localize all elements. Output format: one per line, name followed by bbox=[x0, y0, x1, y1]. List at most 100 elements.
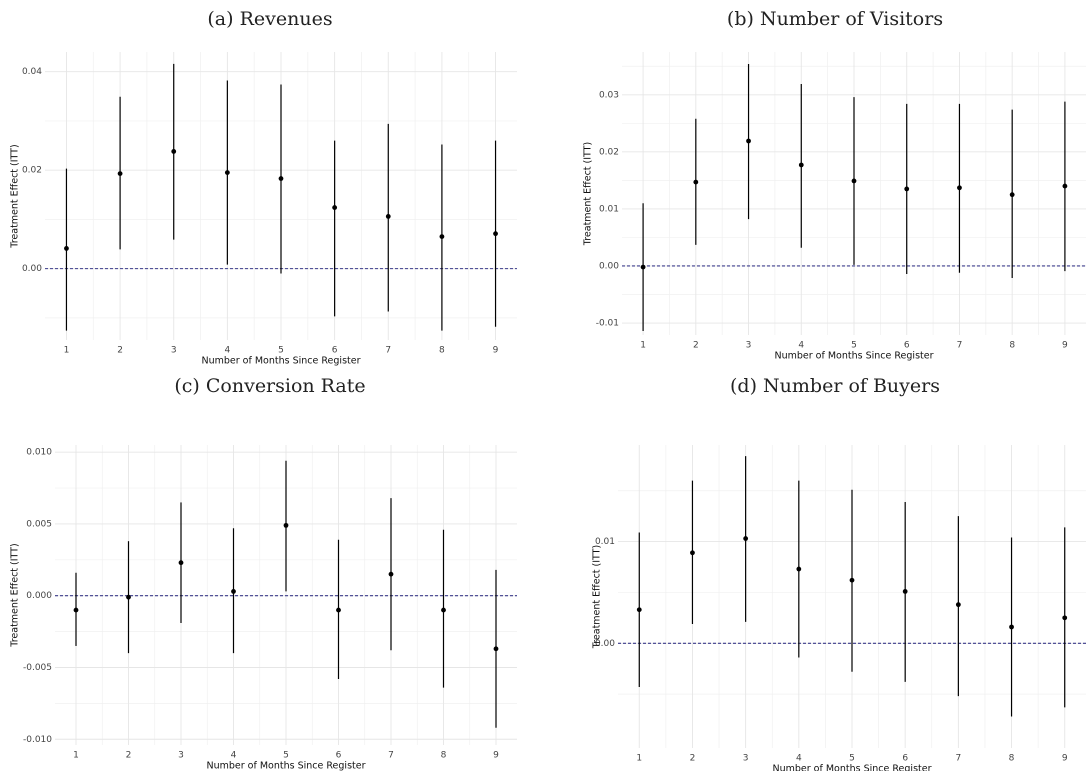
y-tick-label: 0.00 bbox=[22, 264, 42, 274]
x-axis-label: Number of Months Since Register bbox=[773, 764, 932, 771]
x-tick-label: 8 bbox=[441, 751, 447, 761]
point bbox=[224, 170, 230, 176]
x-tick-label: 5 bbox=[851, 341, 857, 351]
y-tick-label: 0.02 bbox=[599, 147, 619, 157]
point bbox=[278, 176, 284, 181]
y-tick-label: -0.01 bbox=[596, 319, 619, 329]
y-axis-label: Treatment Effect (ITT) bbox=[583, 142, 594, 246]
y-tick-label: 0.010 bbox=[26, 448, 52, 458]
point bbox=[1009, 192, 1015, 198]
x-tick-label: 3 bbox=[171, 346, 177, 356]
x-tick-label: 7 bbox=[955, 754, 961, 764]
x-tick-label: 3 bbox=[178, 751, 184, 761]
x-tick-label: 7 bbox=[957, 341, 963, 351]
x-tick-label: 8 bbox=[1009, 341, 1015, 351]
x-tick-label: 3 bbox=[746, 341, 752, 351]
x-tick-label: 9 bbox=[493, 751, 499, 761]
point bbox=[441, 607, 446, 613]
point bbox=[73, 607, 79, 613]
x-axis-label: Number of Months Since Register bbox=[207, 761, 366, 771]
y-axis-label: Treatment Effect (ITT) bbox=[10, 543, 21, 647]
point bbox=[439, 234, 445, 240]
x-tick-label: 6 bbox=[902, 754, 908, 764]
x-tick-label: 4 bbox=[796, 754, 802, 764]
x-tick-label: 3 bbox=[743, 754, 749, 764]
point bbox=[798, 162, 804, 168]
point bbox=[1062, 183, 1068, 189]
point bbox=[636, 607, 642, 613]
x-tick-label: 8 bbox=[439, 346, 445, 356]
point bbox=[283, 522, 289, 528]
y-tick-label: 0.005 bbox=[26, 519, 52, 529]
panel-title: (d) Number of Buyers bbox=[730, 375, 940, 397]
y-tick-label: 0.000 bbox=[26, 591, 52, 601]
x-tick-label: 5 bbox=[278, 346, 284, 356]
panel-title: (a) Revenues bbox=[207, 8, 332, 30]
point bbox=[796, 566, 802, 572]
x-tick-label: 1 bbox=[640, 341, 646, 351]
point bbox=[126, 594, 131, 600]
point bbox=[902, 589, 908, 594]
point bbox=[693, 179, 699, 185]
panel-title: (c) Conversion Rate bbox=[174, 375, 365, 397]
point bbox=[746, 138, 751, 144]
x-tick-label: 5 bbox=[849, 754, 855, 764]
point bbox=[388, 571, 394, 577]
point bbox=[743, 536, 749, 541]
x-tick-label: 6 bbox=[904, 341, 910, 351]
y-axis-label: Treatment Effect (ITT) bbox=[592, 545, 603, 649]
x-tick-label: 9 bbox=[1062, 754, 1068, 764]
point bbox=[849, 577, 855, 583]
y-tick-label: -0.010 bbox=[23, 735, 52, 745]
x-tick-label: 1 bbox=[73, 751, 79, 761]
y-axis-label: Treatment Effect (ITT) bbox=[10, 144, 21, 248]
x-tick-label: 9 bbox=[493, 346, 499, 356]
point bbox=[117, 171, 123, 177]
x-tick-label: 8 bbox=[1009, 754, 1015, 764]
point bbox=[1062, 615, 1068, 621]
y-tick-label: 0.03 bbox=[599, 90, 619, 100]
x-tick-label: 2 bbox=[690, 754, 696, 764]
panel-title: (b) Number of Visitors bbox=[727, 8, 943, 30]
x-tick-label: 4 bbox=[798, 341, 804, 351]
point bbox=[957, 185, 962, 191]
point bbox=[385, 214, 391, 219]
x-tick-label: 2 bbox=[117, 346, 123, 356]
point bbox=[336, 607, 341, 613]
x-tick-label: 5 bbox=[283, 751, 289, 761]
y-tick-label: -0.005 bbox=[23, 663, 52, 673]
x-tick-label: 2 bbox=[126, 751, 132, 761]
y-tick-label: 0.00 bbox=[599, 261, 619, 271]
x-tick-label: 2 bbox=[693, 341, 699, 351]
x-tick-label: 4 bbox=[231, 751, 237, 761]
point bbox=[493, 646, 499, 652]
point bbox=[640, 264, 646, 270]
x-tick-label: 7 bbox=[388, 751, 394, 761]
point bbox=[904, 186, 910, 192]
x-tick-label: 6 bbox=[336, 751, 342, 761]
x-tick-label: 9 bbox=[1062, 341, 1068, 351]
y-tick-label: 0.04 bbox=[22, 67, 42, 77]
point bbox=[955, 602, 961, 608]
y-tick-label: 0.01 bbox=[595, 537, 615, 547]
point bbox=[231, 589, 236, 594]
y-tick-label: 0.00 bbox=[595, 639, 615, 649]
x-tick-label: 1 bbox=[64, 346, 70, 356]
x-axis-label: Number of Months Since Register bbox=[202, 356, 361, 367]
x-tick-label: 1 bbox=[636, 754, 642, 764]
point bbox=[64, 246, 69, 251]
y-tick-label: 0.02 bbox=[22, 166, 42, 176]
x-tick-label: 6 bbox=[332, 346, 338, 356]
y-tick-label: 0.01 bbox=[599, 204, 619, 214]
point bbox=[171, 149, 177, 154]
point bbox=[493, 231, 498, 237]
x-tick-label: 7 bbox=[385, 346, 391, 356]
point bbox=[690, 550, 695, 556]
point bbox=[851, 178, 857, 184]
point bbox=[1009, 624, 1014, 630]
point bbox=[332, 205, 338, 210]
x-axis-label: Number of Months Since Register bbox=[775, 351, 934, 362]
x-tick-label: 4 bbox=[224, 346, 230, 356]
point bbox=[178, 560, 184, 566]
